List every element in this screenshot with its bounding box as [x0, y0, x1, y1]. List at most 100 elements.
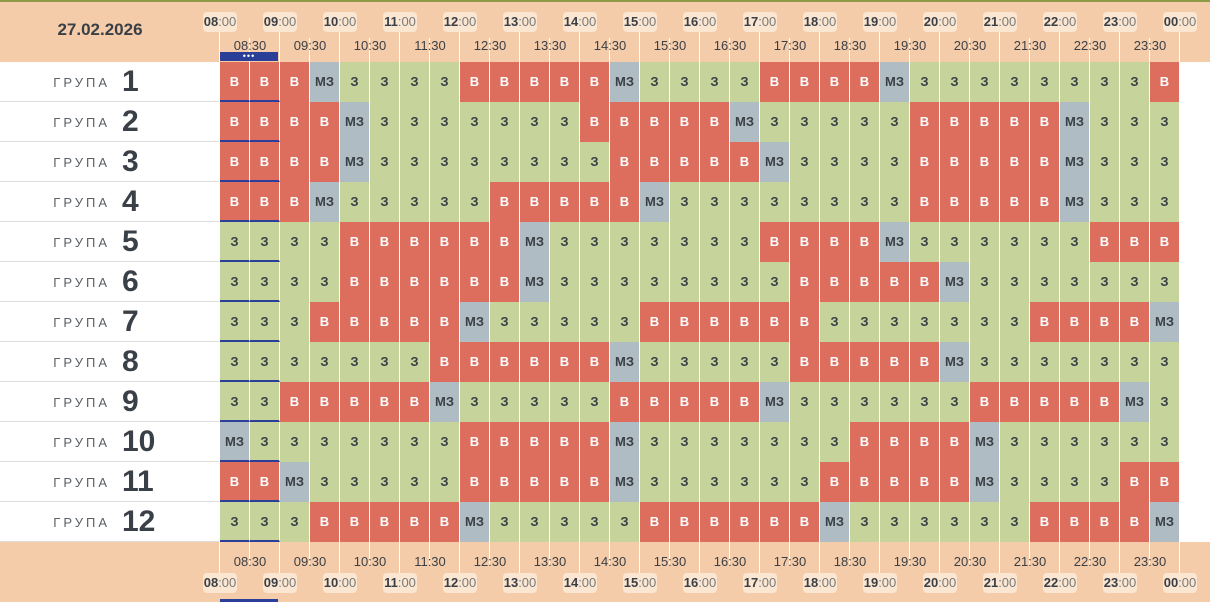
schedule-cell[interactable]: З [790, 142, 820, 182]
schedule-cell[interactable]: З [820, 182, 850, 222]
schedule-cell[interactable]: З [910, 502, 940, 542]
schedule-cell[interactable]: В [670, 382, 700, 422]
schedule-cell[interactable]: З [340, 182, 370, 222]
schedule-cell[interactable]: В [1060, 382, 1090, 422]
schedule-cell[interactable]: МЗ [1060, 142, 1090, 182]
schedule-cell[interactable]: З [280, 262, 310, 302]
schedule-cell[interactable]: З [730, 62, 760, 102]
schedule-cell[interactable]: З [1000, 502, 1030, 542]
schedule-cell[interactable]: З [700, 222, 730, 262]
schedule-cell[interactable]: З [430, 422, 460, 462]
schedule-cell[interactable]: З [340, 462, 370, 502]
schedule-cell[interactable]: МЗ [1150, 502, 1180, 542]
schedule-cell[interactable]: В [820, 222, 850, 262]
schedule-cell[interactable]: З [1150, 422, 1180, 462]
schedule-cell[interactable]: З [460, 182, 490, 222]
schedule-cell[interactable]: З [280, 302, 310, 342]
schedule-cell[interactable]: З [220, 302, 250, 342]
schedule-cell[interactable]: В [910, 262, 940, 302]
schedule-cell[interactable]: З [250, 422, 280, 462]
schedule-cell[interactable]: В [970, 142, 1000, 182]
schedule-cell[interactable]: В [580, 422, 610, 462]
schedule-cell[interactable]: З [400, 182, 430, 222]
schedule-cell[interactable]: З [910, 222, 940, 262]
schedule-cell[interactable]: МЗ [1150, 302, 1180, 342]
schedule-cell[interactable]: З [490, 102, 520, 142]
schedule-cell[interactable]: З [280, 502, 310, 542]
schedule-cell[interactable]: В [280, 382, 310, 422]
schedule-cell[interactable]: В [850, 422, 880, 462]
schedule-cell[interactable]: З [1150, 262, 1180, 302]
schedule-cell[interactable]: З [1090, 422, 1120, 462]
schedule-cell[interactable]: З [580, 382, 610, 422]
schedule-cell[interactable]: В [940, 462, 970, 502]
schedule-cell[interactable]: В [490, 222, 520, 262]
schedule-cell[interactable]: З [490, 302, 520, 342]
schedule-cell[interactable]: З [940, 382, 970, 422]
schedule-cell[interactable]: В [1030, 502, 1060, 542]
schedule-cell[interactable]: З [730, 262, 760, 302]
schedule-cell[interactable]: З [760, 422, 790, 462]
schedule-cell[interactable]: В [760, 302, 790, 342]
schedule-cell[interactable]: В [1030, 382, 1060, 422]
schedule-cell[interactable]: З [670, 262, 700, 302]
schedule-cell[interactable]: З [760, 462, 790, 502]
schedule-cell[interactable]: З [880, 502, 910, 542]
schedule-cell[interactable]: В [700, 382, 730, 422]
schedule-cell[interactable]: З [1030, 222, 1060, 262]
schedule-cell[interactable]: З [700, 62, 730, 102]
schedule-cell[interactable]: В [430, 262, 460, 302]
schedule-cell[interactable]: З [430, 142, 460, 182]
schedule-cell[interactable]: З [460, 102, 490, 142]
schedule-cell[interactable]: В [550, 62, 580, 102]
schedule-cell[interactable]: В [460, 342, 490, 382]
schedule-cell[interactable]: В [370, 302, 400, 342]
schedule-cell[interactable]: В [400, 302, 430, 342]
schedule-cell[interactable]: З [220, 342, 250, 382]
schedule-cell[interactable]: МЗ [760, 382, 790, 422]
schedule-cell[interactable]: З [220, 502, 250, 542]
schedule-cell[interactable]: З [610, 222, 640, 262]
schedule-cell[interactable]: В [910, 142, 940, 182]
schedule-cell[interactable]: З [850, 382, 880, 422]
schedule-cell[interactable]: МЗ [1060, 182, 1090, 222]
schedule-cell[interactable]: В [1120, 502, 1150, 542]
schedule-cell[interactable]: З [700, 462, 730, 502]
schedule-cell[interactable]: В [430, 302, 460, 342]
schedule-cell[interactable]: В [1090, 382, 1120, 422]
schedule-cell[interactable]: В [580, 182, 610, 222]
schedule-cell[interactable]: В [520, 62, 550, 102]
schedule-cell[interactable]: В [610, 382, 640, 422]
schedule-cell[interactable]: В [460, 222, 490, 262]
schedule-cell[interactable]: В [610, 182, 640, 222]
schedule-cell[interactable]: В [1120, 222, 1150, 262]
schedule-cell[interactable]: З [1120, 182, 1150, 222]
schedule-cell[interactable]: В [340, 262, 370, 302]
schedule-cell[interactable]: З [220, 262, 250, 302]
schedule-cell[interactable]: З [400, 142, 430, 182]
schedule-cell[interactable]: МЗ [1120, 382, 1150, 422]
schedule-cell[interactable]: З [550, 382, 580, 422]
schedule-cell[interactable]: З [370, 102, 400, 142]
schedule-cell[interactable]: В [310, 102, 340, 142]
schedule-cell[interactable]: З [1060, 462, 1090, 502]
schedule-cell[interactable]: В [610, 102, 640, 142]
schedule-cell[interactable]: З [1120, 142, 1150, 182]
schedule-cell[interactable]: В [670, 142, 700, 182]
schedule-cell[interactable]: В [250, 462, 280, 502]
schedule-cell[interactable]: З [1060, 222, 1090, 262]
schedule-cell[interactable]: В [880, 342, 910, 382]
schedule-cell[interactable]: З [310, 262, 340, 302]
schedule-cell[interactable]: З [670, 62, 700, 102]
schedule-cell[interactable]: В [910, 422, 940, 462]
schedule-cell[interactable]: МЗ [610, 62, 640, 102]
schedule-cell[interactable]: З [1090, 62, 1120, 102]
schedule-cell[interactable]: З [430, 102, 460, 142]
schedule-cell[interactable]: В [880, 422, 910, 462]
schedule-cell[interactable]: В [730, 382, 760, 422]
schedule-cell[interactable]: З [790, 102, 820, 142]
schedule-cell[interactable]: В [760, 502, 790, 542]
schedule-cell[interactable]: З [760, 342, 790, 382]
schedule-cell[interactable]: З [820, 422, 850, 462]
schedule-cell[interactable]: В [580, 342, 610, 382]
